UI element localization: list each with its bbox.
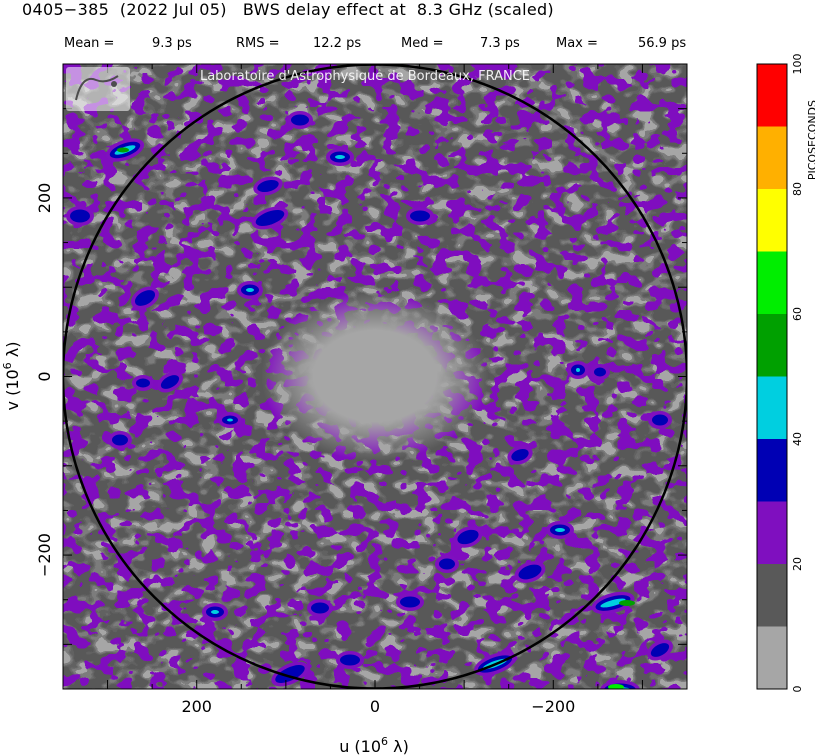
colorbar-level [757,64,787,127]
y-axis-label: v (106 λ) [1,342,22,411]
colorbar-level [757,501,787,564]
chart-title: 0405−385 (2022 Jul 05) BWS delay effect … [22,0,554,19]
hotspot-core [657,418,663,422]
hotspot-core [227,418,233,422]
hotspot-core [260,213,280,223]
hotspot-peak [619,600,635,606]
y-axis: 200 0 −200 [35,108,687,645]
hotspot-core [345,658,355,662]
hotspot-core [335,155,345,159]
hotspot-core [598,370,602,374]
colorbar-level [757,626,787,689]
stat-mean-label: Mean = [64,36,115,51]
hotspot-core [555,528,565,532]
hotspot-core [462,533,474,541]
hotspot-core [117,438,123,442]
hotspot-core [296,118,304,122]
colorbar-level [757,126,787,189]
hotspot-core [576,368,580,372]
colorbar-label: PICOSECONDS [806,100,815,180]
hotspot-core [655,646,665,654]
hotspot-core [165,378,175,386]
colorbar-frame [756,63,788,690]
colorbar-level [757,251,787,314]
hotspot-core [279,668,301,680]
colorbar-tick-label: 20 [791,557,804,571]
watermark-text: Laboratoire d'Astrophysique de Bordeaux,… [200,69,530,84]
hotspot-core [139,294,151,302]
x-tick-label: 200 [181,697,212,716]
y-tick-label: 200 [35,183,54,214]
hotspot-core [600,598,626,608]
hotspot-peak [117,147,129,153]
stat-max-value: 56.9 ps [638,36,687,51]
hotspot-core [141,381,145,385]
colorbar: 0 20 40 60 80 100 [756,54,804,693]
colorbar-level [757,564,787,627]
stat-rms-value: 12.2 ps [313,36,362,51]
hotspot-core [444,562,450,566]
colorbar-tick-label: 0 [791,686,804,693]
hotspot-peak [608,684,624,689]
lab-logo [66,67,130,111]
stat-med-value: 7.3 ps [480,36,520,51]
y-tick-label: 0 [35,371,54,381]
hotspot-core [405,600,415,604]
hotspot-core [246,288,254,292]
x-tick-label: −200 [531,697,575,716]
hotspot-core [415,214,425,218]
heatmap-center-smooth [200,246,550,506]
colorbar-tick-label: 100 [791,54,804,75]
x-axis: 200 0 −200 [107,64,643,716]
hotspot-core [211,610,219,614]
hotspot-outer [600,680,640,689]
hotspot-core [516,452,524,458]
colorbar-level [757,439,787,502]
hotspot-core [75,213,85,219]
stat-rms-label: RMS = [236,36,280,51]
colorbar-level [757,314,787,377]
stat-med-label: Med = [401,36,444,51]
hotspot-core [262,183,274,189]
colorbar-tick-label: 40 [791,432,804,446]
colorbar-level [757,189,787,252]
colorbar-tick-label: 60 [791,307,804,321]
colorbar-tick-label: 80 [791,182,804,196]
y-tick-label: −200 [35,533,54,577]
colorbar-level [757,376,787,439]
stat-max-label: Max = [556,36,598,51]
hotspot-core [523,568,537,576]
hotspot-core [316,606,324,610]
stat-mean-value: 9.3 ps [152,36,192,51]
x-axis-label: u (106 λ) [339,735,409,756]
x-tick-label: 0 [370,697,380,716]
